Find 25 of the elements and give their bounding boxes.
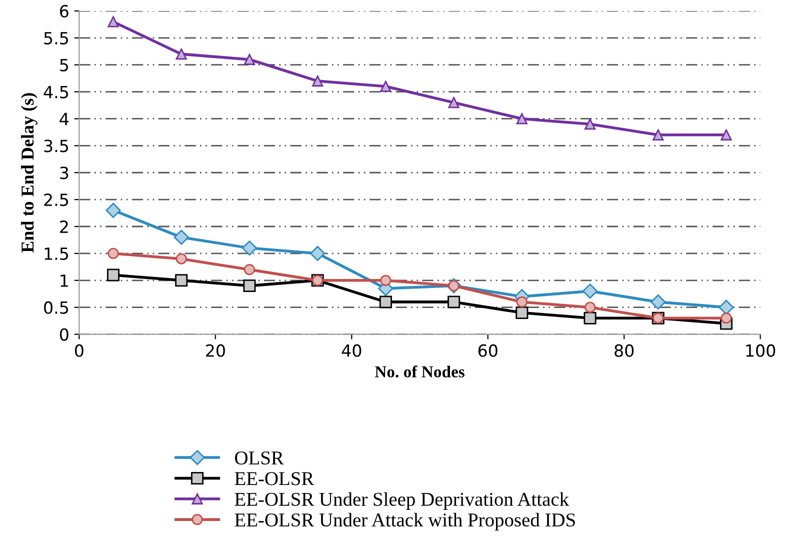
y-tick-label: 1 — [60, 274, 68, 287]
x-tick-label: 0 — [74, 344, 84, 357]
y-axis-title: End to End Delay (s) — [20, 93, 38, 253]
legend-label: EE-OLSR Under Sleep Deprivation Attack — [234, 492, 570, 510]
y-tick-label: 0.5 — [44, 301, 68, 314]
x-tick-label: 20 — [206, 344, 225, 357]
y-tick-label: 1.5 — [44, 248, 68, 260]
y-tick-label: 5 — [60, 59, 68, 72]
legend-label: EE-OLSR — [234, 472, 314, 486]
x-axis-title: No. of Nodes — [374, 366, 464, 378]
y-tick-label: 4.5 — [44, 86, 68, 98]
y-tick-label: 3.5 — [44, 140, 68, 152]
y-tick-label: 0 — [60, 328, 68, 341]
y-tick-label: 3 — [60, 166, 68, 180]
legend-label: EE-OLSR Under Attack with Proposed IDS — [234, 512, 575, 530]
x-tick-label: 40 — [342, 344, 362, 357]
legend-label: OLSR — [235, 451, 284, 465]
x-tick-label: 100 — [746, 344, 776, 357]
y-tick-label: 2.5 — [44, 194, 68, 206]
y-tick-label: 5.5 — [44, 32, 68, 44]
x-tick-label: 80 — [614, 344, 634, 357]
y-tick-label: 6 — [60, 4, 68, 18]
y-tick-label: 4 — [60, 112, 69, 126]
x-tick-label: 60 — [478, 344, 498, 357]
y-tick-label: 2 — [60, 220, 68, 233]
